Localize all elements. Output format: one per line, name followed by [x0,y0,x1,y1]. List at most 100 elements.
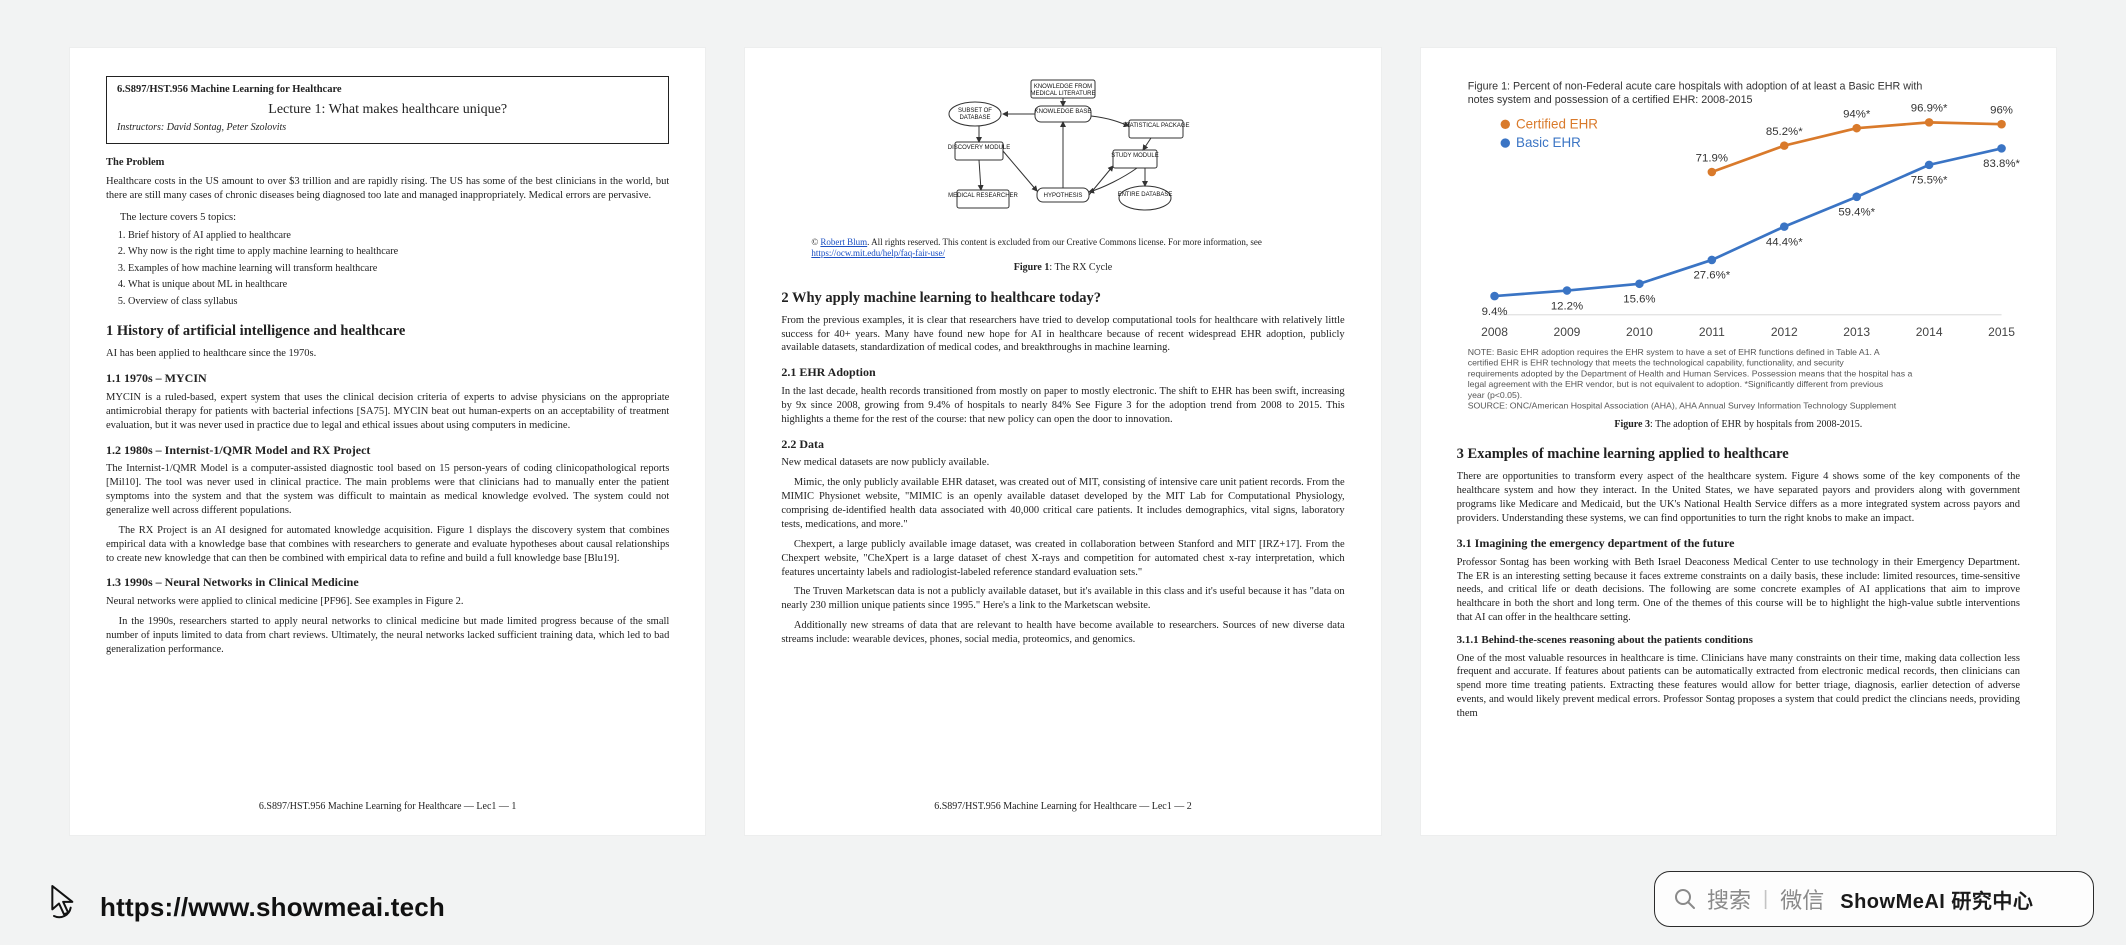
page-3-content: Figure 1: Percent of non-Federal acute c… [1457,76,2020,813]
svg-text:75.5%*: 75.5%* [1910,175,1947,187]
svg-text:2009: 2009 [1553,325,1580,339]
page-2-footer: 6.S897/HST.956 Machine Learning for Heal… [781,788,1344,813]
figure-3-label: Figure 3 [1614,419,1650,430]
svg-text:94%*: 94%* [1843,108,1871,120]
brand-label: ShowMeAI 研究中心 [1840,885,2033,914]
svg-text:44.4%*: 44.4%* [1766,236,1803,248]
section-2-2-para-5: Additionally new streams of data that ar… [781,619,1344,647]
section-3-1-1-para: One of the most valuable resources in he… [1457,652,2020,721]
rx-node-subset: SUBSET OFDATABASE [949,102,1001,126]
svg-text:2011: 2011 [1699,325,1725,339]
section-1-2-heading: 1.2 1980s – Internist-1/QMR Model and RX… [106,443,669,459]
svg-text:year (p<0.05).: year (p<0.05). [1467,390,1521,400]
svg-text:9.4%: 9.4% [1481,306,1507,318]
section-1-1-para: MYCIN is a ruled-based, expert system th… [106,391,669,433]
svg-text:2013: 2013 [1843,325,1870,339]
problem-para: Healthcare costs in the US amount to ove… [106,175,669,203]
rx-node-kb: KNOWLEDGE BASE [1035,106,1092,122]
rx-node-ent: ENTIRE DATABASE [1118,186,1173,210]
section-2-1-heading: 2.1 EHR Adoption [781,365,1344,381]
search-label-2: 微信 [1780,883,1824,915]
svg-text:SUBSET OFDATABASE: SUBSET OFDATABASE [958,108,992,121]
svg-text:legal agreement with the EHR v: legal agreement with the EHR vendor, but… [1467,379,1883,389]
section-2-2-heading: 2.2 Data [781,437,1344,453]
svg-text:27.6%*: 27.6%* [1693,270,1730,282]
svg-text:SOURCE: ONC/American Hospital: SOURCE: ONC/American Hospital Associatio… [1467,401,1896,411]
page-1: 6.S897/HST.956 Machine Learning for Heal… [70,48,705,835]
topic-item: What is unique about ML in healthcare [128,278,669,291]
section-1-2-para-1: The Internist-1/QMR Model is a computer-… [106,462,669,517]
page-1-footer: 6.S897/HST.956 Machine Learning for Heal… [106,788,669,813]
figure-3-caption-text: : The adoption of EHR by hospitals from … [1650,419,1862,430]
svg-text:NOTE: Basic EHR adoption requi: NOTE: Basic EHR adoption requires the EH… [1467,347,1879,357]
section-1-2-para-2: The RX Project is an AI designed for aut… [106,524,669,566]
figure-1-wrap: KNOWLEDGE FROMMEDICAL LITERATURE KNOWLED… [781,76,1344,231]
page-3: Figure 1: Percent of non-Federal acute c… [1421,48,2056,835]
rx-node-stat: STATISTICAL PACKAGE [1122,120,1189,138]
svg-text:12.2%: 12.2% [1550,300,1582,312]
svg-text:certified EHR is EHR technolog: certified EHR is EHR technology that mee… [1467,358,1844,368]
figure-1-caption-text: : The RX Cycle [1049,262,1112,273]
svg-text:ENTIRE DATABASE: ENTIRE DATABASE [1118,192,1173,198]
topics-intro: The lecture covers 5 topics: [120,211,669,225]
problem-heading-text: The Problem [106,157,164,168]
search-sep: | [1763,888,1768,911]
section-2-heading: 2 Why apply machine learning to healthca… [781,289,1344,308]
svg-text:83.8%*: 83.8%* [1983,158,2020,170]
svg-text:96%: 96% [1990,104,2013,116]
section-1-3-para-2: In the 1990s, researchers started to app… [106,615,669,657]
svg-text:Basic EHR: Basic EHR [1516,135,1581,150]
svg-text:2014: 2014 [1915,325,1942,339]
rx-node-disc: DISCOVERY MODULE [948,142,1010,160]
figure-3-chart: Figure 1: Percent of non-Federal acute c… [1457,76,2020,416]
section-3-1-para: Professor Sontag has been working with B… [1457,556,2020,625]
svg-text:15.6%: 15.6% [1623,294,1655,306]
credit-link-1[interactable]: Robert Blum [820,237,867,247]
page-1-content: 6.S897/HST.956 Machine Learning for Heal… [106,76,669,788]
svg-text:notes system and possession of: notes system and possession of a certifi… [1467,94,1752,106]
section-2-2-para-4: The Truven Marketscan data is not a publ… [781,585,1344,613]
svg-text:2015: 2015 [1988,325,2015,339]
svg-text:HYPOTHESIS: HYPOTHESIS [1044,193,1083,199]
section-2-1-para: In the last decade, health records trans… [781,385,1344,427]
section-1-3-para-1: Neural networks were applied to clinical… [106,595,669,609]
figure-1-label: Figure 1 [1014,262,1050,273]
problem-heading: The Problem [106,156,669,170]
page-2: KNOWLEDGE FROMMEDICAL LITERATURE KNOWLED… [745,48,1380,835]
figure-1-diagram: KNOWLEDGE FROMMEDICAL LITERATURE KNOWLED… [913,76,1213,226]
svg-text:85.2%*: 85.2%* [1766,126,1803,138]
svg-text:STUDY MODULE: STUDY MODULE [1111,153,1159,159]
svg-text:STATISTICAL PACKAGE: STATISTICAL PACKAGE [1122,123,1189,129]
figure-3-caption: Figure 3: The adoption of EHR by hospita… [1457,418,2020,431]
search-label-1: 搜索 [1707,883,1751,915]
section-1-3-heading: 1.3 1990s – Neural Networks in Clinical … [106,575,669,591]
credit-link-2[interactable]: https://ocw.mit.edu/help/faq-fair-use/ [811,248,945,258]
credit-mid: . All rights reserved. This content is e… [867,237,1262,247]
section-2-2-para-1: New medical datasets are now publicly av… [781,456,1344,470]
section-3-1-1-heading: 3.1.1 Behind-the-scenes reasoning about … [1457,633,2020,648]
figure-1-caption: Figure 1: The RX Cycle [781,261,1344,274]
lecture-title: Lecture 1: What makes healthcare unique? [117,101,658,119]
section-3-1-heading: 3.1 Imagining the emergency department o… [1457,536,2020,552]
svg-text:DISCOVERY MODULE: DISCOVERY MODULE [948,145,1010,151]
section-1-heading: 1 History of artificial intelligence and… [106,322,669,341]
section-2-2-para-2: Mimic, the only publicly available EHR d… [781,476,1344,531]
svg-text:2012: 2012 [1771,325,1798,339]
section-3-heading: 3 Examples of machine learning applied t… [1457,445,2020,464]
svg-text:59.4%*: 59.4%* [1838,207,1875,219]
section-1-1-heading: 1.1 1970s – MYCIN [106,371,669,387]
rx-node-study: STUDY MODULE [1111,150,1159,168]
section-1-para: AI has been applied to healthcare since … [106,347,669,361]
svg-text:96.9%*: 96.9%* [1910,103,1947,115]
search-icon [1673,887,1697,911]
figure-1-credit: © Robert Blum. All rights reserved. This… [811,237,1314,260]
search-pill[interactable]: 搜索 | 微信 ShowMeAI 研究中心 [1654,871,2094,927]
topic-item: Overview of class syllabus [128,295,669,308]
svg-text:2010: 2010 [1626,325,1653,339]
section-2-2-para-3: Chexpert, a large publicly available ima… [781,538,1344,580]
svg-text:71.9%: 71.9% [1695,152,1727,164]
svg-text:MEDICAL RESEARCHER: MEDICAL RESEARCHER [948,193,1018,199]
title-box: 6.S897/HST.956 Machine Learning for Heal… [106,76,669,144]
url-label: https://www.showmeai.tech [100,892,445,923]
rx-node-top: KNOWLEDGE FROMMEDICAL LITERATURE [1030,80,1095,98]
